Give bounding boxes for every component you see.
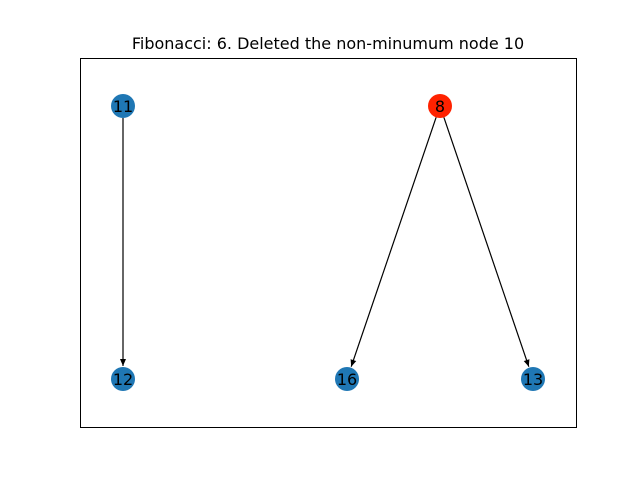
node-8: 8	[428, 94, 452, 118]
node-circle-11	[111, 94, 135, 118]
node-circle-13	[521, 367, 545, 391]
edge-8-to-13	[443, 117, 530, 367]
edges-layer	[120, 117, 530, 367]
node-label-16: 16	[337, 370, 357, 389]
node-circle-8	[428, 94, 452, 118]
plot-frame	[80, 58, 577, 428]
node-circle-16	[335, 367, 359, 391]
node-circle-12	[111, 367, 135, 391]
nodes-layer: 11 12 8 16 13	[111, 94, 545, 391]
node-11: 11	[111, 94, 135, 118]
node-label-11: 11	[113, 97, 133, 116]
node-label-8: 8	[435, 97, 445, 116]
node-label-13: 13	[523, 370, 543, 389]
node-16: 16	[335, 367, 359, 391]
node-12: 12	[111, 367, 135, 391]
figure-title: Fibonacci: 6. Deleted the non-minumum no…	[132, 34, 524, 53]
node-label-12: 12	[113, 370, 133, 389]
edge-8-to-16	[350, 117, 437, 367]
node-13: 13	[521, 367, 545, 391]
